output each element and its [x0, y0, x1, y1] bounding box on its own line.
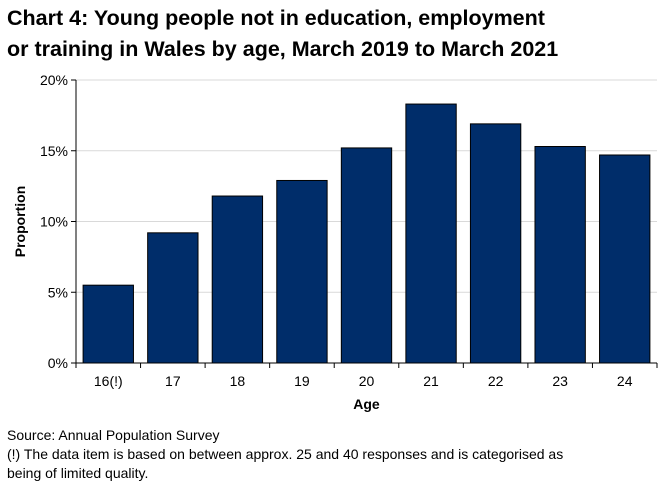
bar — [405, 103, 457, 364]
x-tick-label: 23 — [552, 373, 568, 389]
chart-title: Chart 4: Young people not in education, … — [7, 3, 667, 65]
bars — [82, 103, 651, 364]
bar — [147, 232, 199, 364]
bar — [599, 154, 651, 364]
y-tick-label: 10% — [40, 214, 68, 230]
bar — [211, 195, 264, 364]
chart-footer: Source: Annual Population Survey (!) The… — [7, 426, 667, 483]
quality-note-line-2: being of limited quality. — [7, 465, 149, 481]
x-tick-label: 21 — [423, 373, 439, 389]
axes — [71, 79, 658, 368]
x-tick-label: 18 — [230, 373, 246, 389]
quality-note-line-1: (!) The data item is based on between ap… — [7, 446, 564, 462]
bar — [469, 123, 522, 364]
bar-chart: 0% 5% 10% 15% 20% 16(!) 17 18 19 20 21 22 23 24 Age Pro… — [12, 72, 658, 412]
x-tick-label: 22 — [488, 373, 504, 389]
y-tick-label: 15% — [40, 143, 68, 159]
labels: 0% 5% 10% 15% 20% 16(!) 17 18 19 20 21 22 23 24 Age Pro… — [12, 72, 633, 412]
x-tick-label: 16(!) — [94, 373, 123, 389]
y-axis-title: Proportion — [12, 186, 28, 258]
chart-title-line-1: Chart 4: Young people not in education, … — [7, 6, 545, 30]
bar — [534, 146, 586, 364]
x-tick-label: 19 — [294, 373, 310, 389]
source-note: Source: Annual Population Survey — [7, 427, 220, 443]
bar — [276, 179, 328, 364]
x-tick-label: 20 — [359, 373, 375, 389]
y-tick-label: 0% — [48, 355, 68, 371]
x-tick-label: 17 — [165, 373, 181, 389]
x-tick-label: 24 — [617, 373, 633, 389]
y-tick-label: 20% — [40, 72, 68, 88]
bar — [82, 284, 134, 364]
y-tick-label: 5% — [48, 284, 68, 300]
chart-title-line-2: or training in Wales by age, March 2019 … — [7, 37, 559, 61]
bar — [340, 147, 393, 364]
x-axis-title: Age — [353, 396, 380, 412]
